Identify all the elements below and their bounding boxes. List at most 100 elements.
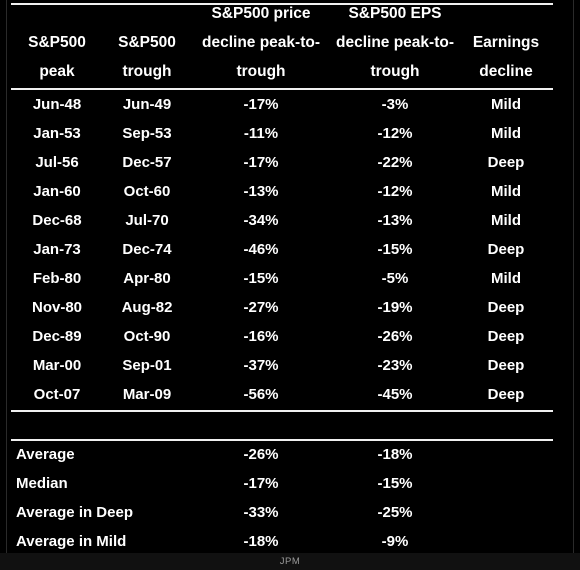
trough-cell: Oct-90 (123, 328, 171, 345)
earnings-cell: Mild (491, 212, 521, 229)
table-row: Nov-80 Aug-82 -27% -19% Deep (7, 293, 573, 322)
header-earnings-line: Earnings (472, 34, 540, 51)
peak-cell: Mar-00 (32, 357, 82, 374)
eps-decline-cell: -12% (377, 183, 413, 200)
price-decline-cell: -37% (243, 357, 279, 374)
summary-row: Average in Mild -18% -9% (7, 527, 573, 556)
trough-cell: Apr-80 (123, 270, 171, 287)
table-row: Jan-60 Oct-60 -13% -12% Mild (7, 177, 573, 206)
header-trough-line: trough (122, 63, 172, 80)
header-trough: S&P500 trough (105, 8, 189, 86)
earnings-cell: Deep (487, 154, 525, 171)
table-row: Mar-00 Sep-01 -37% -23% Deep (7, 351, 573, 380)
eps-decline-cell: -12% (377, 125, 413, 142)
eps-decline-cell: -19% (377, 299, 413, 316)
summary-label: Average in Deep (16, 504, 133, 521)
price-decline-cell: -11% (243, 125, 279, 142)
header-earnings-line: decline (479, 63, 533, 80)
summary-price-cell: -17% (243, 475, 279, 492)
peak-cell: Jan-60 (33, 183, 81, 200)
price-decline-cell: -17% (243, 96, 279, 113)
summary-eps-cell: -15% (377, 475, 413, 492)
summary-eps-cell: -9% (381, 533, 409, 550)
summary-label: Average in Mild (16, 533, 127, 550)
header-price-line: decline peak-to- (202, 34, 320, 51)
peak-cell: Jun-48 (32, 96, 82, 113)
peak-cell: Jan-53 (33, 125, 81, 142)
summary-label: Average (16, 446, 75, 463)
header-earnings-decline: Earnings decline (459, 8, 553, 86)
peak-cell: Oct-07 (33, 386, 81, 403)
earnings-cell: Mild (491, 125, 521, 142)
eps-decline-cell: -26% (377, 328, 413, 345)
peak-cell: Jan-73 (33, 241, 81, 258)
price-decline-cell: -15% (243, 270, 279, 287)
trough-cell: Sep-53 (122, 125, 172, 142)
trough-cell: Mar-09 (122, 386, 172, 403)
header-eps-decline: S&P500 EPS decline peak-to- trough (325, 5, 465, 86)
eps-decline-cell: -3% (381, 96, 409, 113)
table-row: Dec-89 Oct-90 -16% -26% Deep (7, 322, 573, 351)
summary-row: Average in Deep -33% -25% (7, 498, 573, 527)
table-row: Jul-56 Dec-57 -17% -22% Deep (7, 148, 573, 177)
summary-eps-cell: -18% (377, 446, 413, 463)
table-row: Dec-68 Jul-70 -34% -13% Mild (7, 206, 573, 235)
trough-cell: Sep-01 (122, 357, 172, 374)
summary-label: Median (16, 475, 68, 492)
table-row: Jan-53 Sep-53 -11% -12% Mild (7, 119, 573, 148)
trough-cell: Dec-57 (122, 154, 172, 171)
table-row: Oct-07 Mar-09 -56% -45% Deep (7, 380, 573, 409)
summary-price-cell: -18% (243, 533, 279, 550)
price-decline-cell: -27% (243, 299, 279, 316)
header-rule (11, 88, 553, 90)
header-peak-line: peak (39, 63, 75, 80)
trough-cell: Jul-70 (125, 212, 169, 229)
price-decline-cell: -56% (243, 386, 279, 403)
eps-decline-cell: -15% (377, 241, 413, 258)
header-eps-line: trough (370, 63, 420, 80)
summary-row: Median -17% -15% (7, 469, 573, 498)
header-eps-line: S&P500 EPS (348, 5, 442, 22)
header-peak-line: S&P500 (28, 34, 86, 51)
table-row: Jun-48 Jun-49 -17% -3% Mild (7, 90, 573, 119)
summary-price-cell: -26% (243, 446, 279, 463)
price-decline-cell: -46% (243, 241, 279, 258)
peak-cell: Feb-80 (32, 270, 82, 287)
trough-cell: Dec-74 (122, 241, 172, 258)
source-caption: JPM (0, 553, 580, 570)
trough-cell: Aug-82 (121, 299, 173, 316)
header-trough-line: S&P500 (118, 34, 176, 51)
earnings-cell: Mild (491, 96, 521, 113)
peak-cell: Dec-68 (32, 212, 82, 229)
summary-price-cell: -33% (243, 504, 279, 521)
peak-cell: Dec-89 (32, 328, 82, 345)
price-decline-cell: -16% (243, 328, 279, 345)
top-rule (11, 3, 553, 5)
earnings-cell: Mild (491, 183, 521, 200)
header-eps-line: decline peak-to- (336, 34, 454, 51)
recession-table: S&P500 peak S&P500 trough S&P500 price d… (6, 0, 574, 553)
earnings-cell: Deep (487, 299, 525, 316)
earnings-cell: Mild (491, 270, 521, 287)
eps-decline-cell: -13% (377, 212, 413, 229)
eps-decline-cell: -23% (377, 357, 413, 374)
body-rule (11, 410, 553, 412)
earnings-cell: Deep (487, 357, 525, 374)
table-row: Jan-73 Dec-74 -46% -15% Deep (7, 235, 573, 264)
eps-decline-cell: -45% (377, 386, 413, 403)
peak-cell: Nov-80 (31, 299, 83, 316)
eps-decline-cell: -5% (381, 270, 409, 287)
summary-row: Average -26% -18% (7, 440, 573, 469)
peak-cell: Jul-56 (35, 154, 79, 171)
summary-rule (11, 439, 553, 441)
earnings-cell: Deep (487, 386, 525, 403)
trough-cell: Oct-60 (123, 183, 171, 200)
table-row: Feb-80 Apr-80 -15% -5% Mild (7, 264, 573, 293)
header-price-line: S&P500 price (211, 5, 311, 22)
price-decline-cell: -13% (243, 183, 279, 200)
header-peak: S&P500 peak (17, 8, 97, 86)
price-decline-cell: -17% (243, 154, 279, 171)
header-price-decline: S&P500 price decline peak-to- trough (191, 5, 331, 86)
price-decline-cell: -34% (243, 212, 279, 229)
